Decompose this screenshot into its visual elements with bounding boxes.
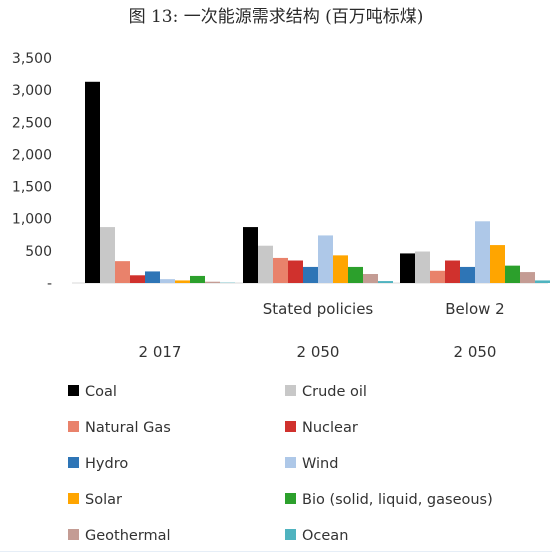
bar-wind-0 bbox=[160, 279, 175, 283]
bar-bio-solid-liquid-gaseous-2 bbox=[505, 265, 520, 283]
legend-swatch bbox=[68, 385, 79, 396]
legend-label: Bio (solid, liquid, gaseous) bbox=[302, 492, 493, 508]
legend-swatch bbox=[285, 457, 296, 468]
legend-label: Natural Gas bbox=[85, 420, 171, 436]
category-label: Stated policies bbox=[263, 300, 374, 318]
legend-label: Nuclear bbox=[302, 420, 358, 436]
legend-swatch bbox=[285, 493, 296, 504]
bar-hydro-0 bbox=[145, 271, 160, 283]
bar-wind-2 bbox=[475, 221, 490, 283]
y-tick-label: 1,000 bbox=[12, 212, 52, 228]
legend-label: Crude oil bbox=[302, 384, 367, 400]
legend-label: Hydro bbox=[85, 456, 128, 472]
bar-natural-gas-1 bbox=[273, 257, 288, 283]
y-tick-label: 1,500 bbox=[12, 180, 52, 196]
bar-wind-1 bbox=[318, 235, 333, 283]
y-tick-label: 2,000 bbox=[12, 147, 52, 163]
year-label: 2 050 bbox=[454, 343, 497, 361]
bar-geothermal-1 bbox=[363, 274, 378, 283]
legend-swatch bbox=[68, 493, 79, 504]
legend: Coal Crude oil Natural Gas Nuclear Hydro Wind… bbox=[68, 384, 493, 544]
year-label: 2 017 bbox=[139, 343, 182, 361]
bar-crude-oil-1 bbox=[258, 245, 273, 283]
legend-swatch bbox=[68, 529, 79, 540]
legend-label: Wind bbox=[302, 456, 338, 472]
bar-nuclear-2 bbox=[445, 260, 460, 283]
legend-swatch bbox=[68, 457, 79, 468]
chart-title: 图 13: 一次能源需求结构 (百万吨标煤) bbox=[129, 7, 424, 27]
bar-solar-1 bbox=[333, 255, 348, 283]
y-tick-label: 500 bbox=[25, 244, 52, 260]
bar-natural-gas-0 bbox=[115, 261, 130, 283]
legend-label: Geothermal bbox=[85, 528, 171, 544]
year-label: 2 050 bbox=[297, 343, 340, 361]
bar-geothermal-0 bbox=[205, 281, 220, 283]
bar-crude-oil-0 bbox=[100, 227, 115, 283]
legend-label: Coal bbox=[85, 384, 117, 400]
bar-crude-oil-2 bbox=[415, 251, 430, 283]
y-tick-label: 3,000 bbox=[12, 83, 52, 99]
category-label: Below 2 bbox=[445, 300, 504, 318]
bar-ocean-2 bbox=[535, 280, 550, 283]
legend-swatch bbox=[68, 421, 79, 432]
bar-natural-gas-2 bbox=[430, 270, 445, 283]
bar-bio-solid-liquid-gaseous-1 bbox=[348, 266, 363, 283]
y-tick-label: 2,500 bbox=[12, 115, 52, 131]
bar-solar-0 bbox=[175, 280, 190, 283]
legend-label: Solar bbox=[85, 492, 122, 508]
bar-bio-solid-liquid-gaseous-0 bbox=[190, 275, 205, 283]
y-tick-label: - bbox=[47, 276, 52, 292]
x-axis: Stated policies Below 2 2 017 2 050 2 050 bbox=[139, 300, 505, 361]
bar-hydro-1 bbox=[303, 266, 318, 283]
legend-label: Ocean bbox=[302, 528, 348, 544]
legend-swatch bbox=[285, 385, 296, 396]
bar-geothermal-2 bbox=[520, 272, 535, 283]
bar-coal-2 bbox=[400, 253, 415, 283]
legend-swatch bbox=[285, 529, 296, 540]
bar-coal-1 bbox=[243, 227, 258, 283]
y-tick-label: 3,500 bbox=[12, 51, 52, 67]
bar-hydro-2 bbox=[460, 266, 475, 283]
bar-nuclear-1 bbox=[288, 260, 303, 283]
bar-solar-2 bbox=[490, 245, 505, 283]
bar-coal-0 bbox=[85, 81, 100, 284]
bars bbox=[85, 81, 550, 284]
y-axis: - 500 1,000 1,500 2,000 2,500 3,000 3,500 bbox=[12, 51, 52, 292]
bar-ocean-1 bbox=[378, 281, 393, 283]
legend-swatch bbox=[285, 421, 296, 432]
bar-nuclear-0 bbox=[130, 275, 145, 283]
